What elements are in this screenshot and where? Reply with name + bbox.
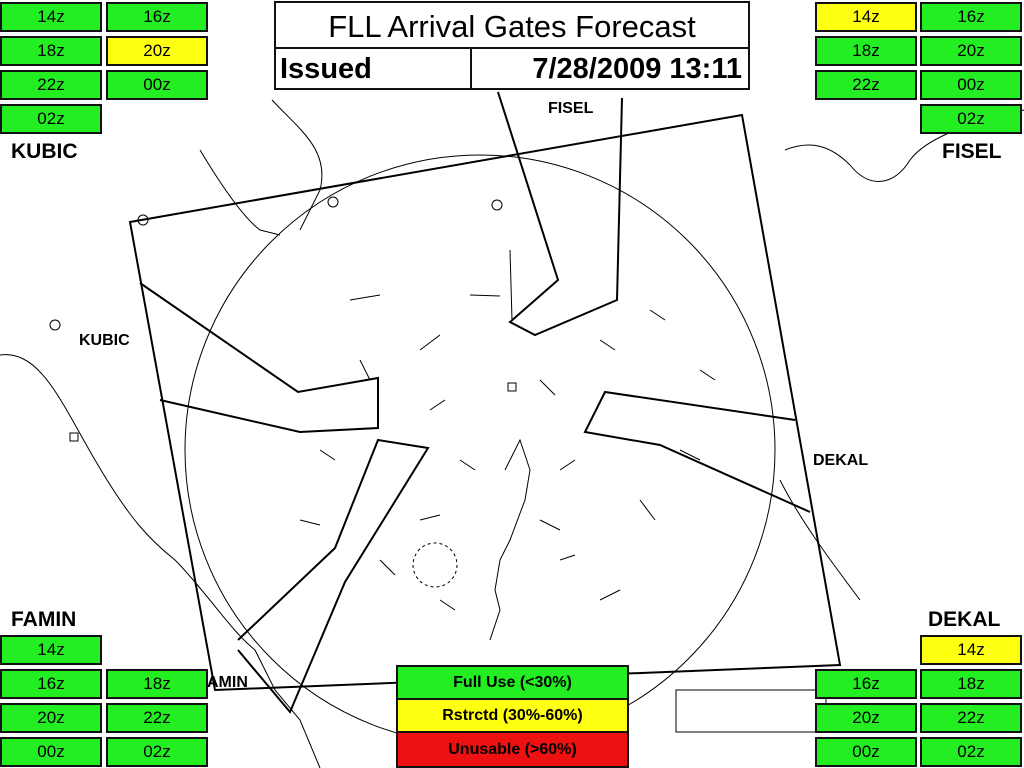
gate-kubic-slot: 16z	[106, 2, 208, 32]
gate-kubic-slot: 22z	[0, 70, 102, 100]
gate-famin-slot: 02z	[106, 737, 208, 767]
gate-fisel-slot: 02z	[920, 104, 1022, 134]
coastline-peninsula	[489, 438, 531, 641]
gate-famin-slot: 20z	[0, 703, 102, 733]
gate-dekal-slot: 20z	[815, 703, 917, 733]
gate-corridor-dekal	[583, 390, 811, 513]
gate-kubic-label: KUBIC	[11, 140, 78, 163]
legend-restricted: Rstrctd (30%-60%)	[398, 700, 627, 733]
gate-dekal-slot: 22z	[920, 703, 1022, 733]
gate-dekal-slot: 02z	[920, 737, 1022, 767]
gate-fisel-slot: 20z	[920, 36, 1022, 66]
map-label-dekal: DEKAL	[813, 452, 869, 469]
legend-unusable: Unusable (>60%)	[398, 733, 627, 766]
gate-famin-slot: 16z	[0, 669, 102, 699]
gate-dekal-slot: 14z	[920, 635, 1022, 665]
title-divider	[276, 47, 748, 49]
map-label-famin: AMIN	[207, 674, 248, 691]
gate-fisel-slot: 22z	[815, 70, 917, 100]
coastline-west-inner	[199, 99, 323, 236]
gate-fisel-slot: 16z	[920, 2, 1022, 32]
terminal-airspace-boundary	[128, 113, 842, 692]
coastline-east	[779, 479, 861, 601]
gate-corridor-fisel	[497, 91, 623, 337]
gate-famin-slot: 14z	[0, 635, 102, 665]
gate-kubic-slot: 14z	[0, 2, 102, 32]
gate-corridor-kubic	[139, 282, 379, 434]
chart-note-box	[675, 689, 827, 733]
gate-famin-slot: 18z	[106, 669, 208, 699]
gate-kubic-slot: 02z	[0, 104, 102, 134]
gate-famin-slot: 00z	[0, 737, 102, 767]
gate-kubic-slot: 00z	[106, 70, 208, 100]
gate-dekal-slot: 16z	[815, 669, 917, 699]
coastline-west	[0, 354, 321, 768]
gate-fisel-slot: 18z	[815, 36, 917, 66]
issued-datetime: 7/28/2009 13:11	[532, 53, 742, 85]
gate-kubic-slot: 20z	[106, 36, 208, 66]
range-ring	[184, 154, 776, 746]
map-label-kubic: KUBIC	[79, 332, 130, 349]
status-legend: Full Use (<30%) Rstrctd (30%-60%) Unusab…	[396, 665, 629, 768]
gate-dekal-label: DEKAL	[928, 608, 1001, 631]
gate-corridor-famin	[237, 438, 430, 714]
gate-dekal-slot: 00z	[815, 737, 917, 767]
gate-dekal-slot: 18z	[920, 669, 1022, 699]
gate-fisel-label: FISEL	[942, 140, 1002, 163]
gate-fisel-slot: 14z	[815, 2, 917, 32]
gate-kubic-slot: 18z	[0, 36, 102, 66]
gate-fisel-slot: 00z	[920, 70, 1022, 100]
gate-famin-label: FAMIN	[11, 608, 77, 631]
gate-famin-slot: 22z	[106, 703, 208, 733]
map-label-fisel: FISEL	[548, 100, 594, 117]
legend-full-use: Full Use (<30%)	[398, 667, 627, 700]
page-title: FLL Arrival Gates Forecast	[328, 9, 696, 44]
issued-label: Issued	[280, 53, 372, 85]
forecast-title-box: FLL Arrival Gates Forecast Issued 7/28/2…	[274, 1, 750, 90]
issued-separator	[470, 47, 472, 88]
